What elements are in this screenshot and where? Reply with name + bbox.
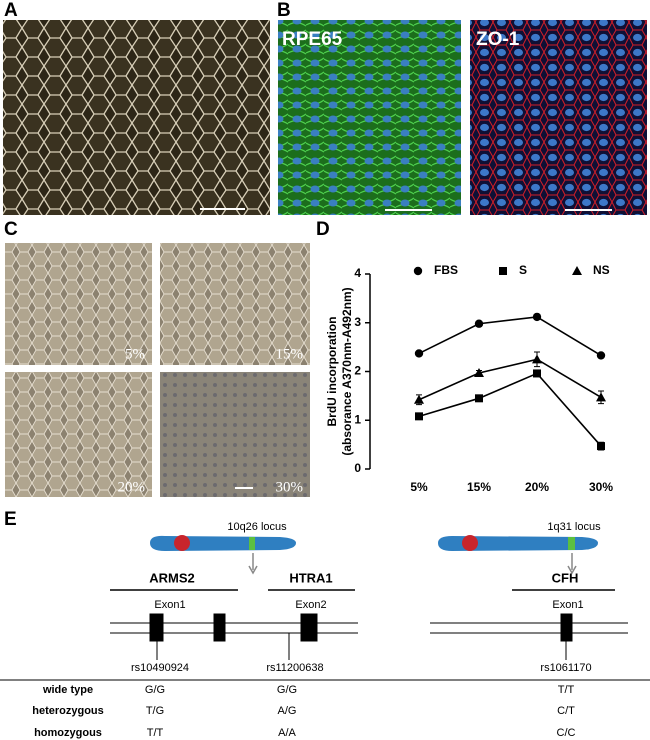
micrograph [3,20,270,215]
genotype: A/G [278,705,297,717]
image-title: ZO-1 [476,29,520,50]
image-label: 5% [125,346,145,362]
y-tick-label: 3 [354,315,361,329]
micrograph [278,20,461,215]
genotype: T/G [146,705,164,717]
chromosome [150,535,296,575]
marker [474,367,484,377]
image-label: 15% [276,346,304,362]
marker [596,351,606,360]
line [418,316,602,357]
marker [475,394,483,403]
gene-label: ARMS2 [149,570,195,585]
locus-label: 1q31 locus [547,521,601,533]
x-tick-label: 15% [467,480,491,494]
marker [533,369,541,378]
row-label: heterozygous [32,705,104,717]
exon-label: Exon1 [552,599,583,611]
chart: 0 1 2 3 4 5% 15% 20% 30% BrdU incorporation (absor… [325,263,613,494]
image-label: 30% [276,479,304,495]
genotype: C/T [557,705,575,717]
micrograph [5,372,152,497]
x-tick-label: 20% [525,480,549,494]
legend-label: NS [593,263,610,277]
micrograph [160,372,310,497]
y-tick-label: 2 [354,364,361,378]
marker [414,349,424,358]
image-label: 20% [118,479,146,495]
snp-label: rs10490924 [131,662,189,674]
legend-label: S [519,263,527,277]
exon-label: Exon1 [154,599,185,611]
image-title: RPE65 [282,29,343,50]
genotype: C/C [557,727,576,739]
micrograph [160,243,310,365]
marker [572,266,582,275]
genotype-table: wide type G/G G/G T/T heterozygous T/G A/G C/T h… [32,684,575,739]
panel-label: A [4,0,18,21]
marker [532,354,542,364]
marker [597,442,605,451]
line [418,358,602,401]
micrograph [470,20,647,215]
panel-label: D [316,219,330,240]
genotype: T/T [147,727,164,739]
panel-label: B [277,0,291,21]
locus-label: 10q26 locus [227,521,287,533]
genotype: G/G [145,684,165,696]
marker [414,394,424,404]
line [418,372,602,447]
gene-structure [0,589,650,681]
genotype: A/A [278,727,296,739]
marker [532,312,542,322]
genotype: T/T [558,684,575,696]
y-tick-label: 0 [354,461,361,475]
x-tick-label: 5% [410,480,428,494]
snp-label: rs11200638 [266,662,323,674]
gene-label: HTRA1 [289,570,332,585]
y-tick-label: 1 [354,412,361,426]
micrograph [5,243,152,365]
axis-title: (absorance A370nm-A492nm) [340,287,354,455]
snp-label: rs1061170 [540,662,591,674]
marker [413,266,423,276]
axis-title: BrdU incorporation [325,317,339,427]
row-label: wide type [42,684,93,696]
x-tick-label: 30% [589,480,613,494]
legend-label: FBS [434,263,458,277]
marker [499,267,507,275]
genotype: G/G [277,684,297,696]
marker [415,412,423,421]
y-tick-label: 4 [354,266,361,280]
panel-label: C [4,219,18,240]
gene-label: CFH [552,570,579,585]
panel-label: E [4,509,17,530]
row-label: homozygous [34,727,102,739]
chromosome [438,535,598,575]
marker [474,319,484,328]
marker [596,392,606,402]
exon-label: Exon2 [295,599,326,611]
